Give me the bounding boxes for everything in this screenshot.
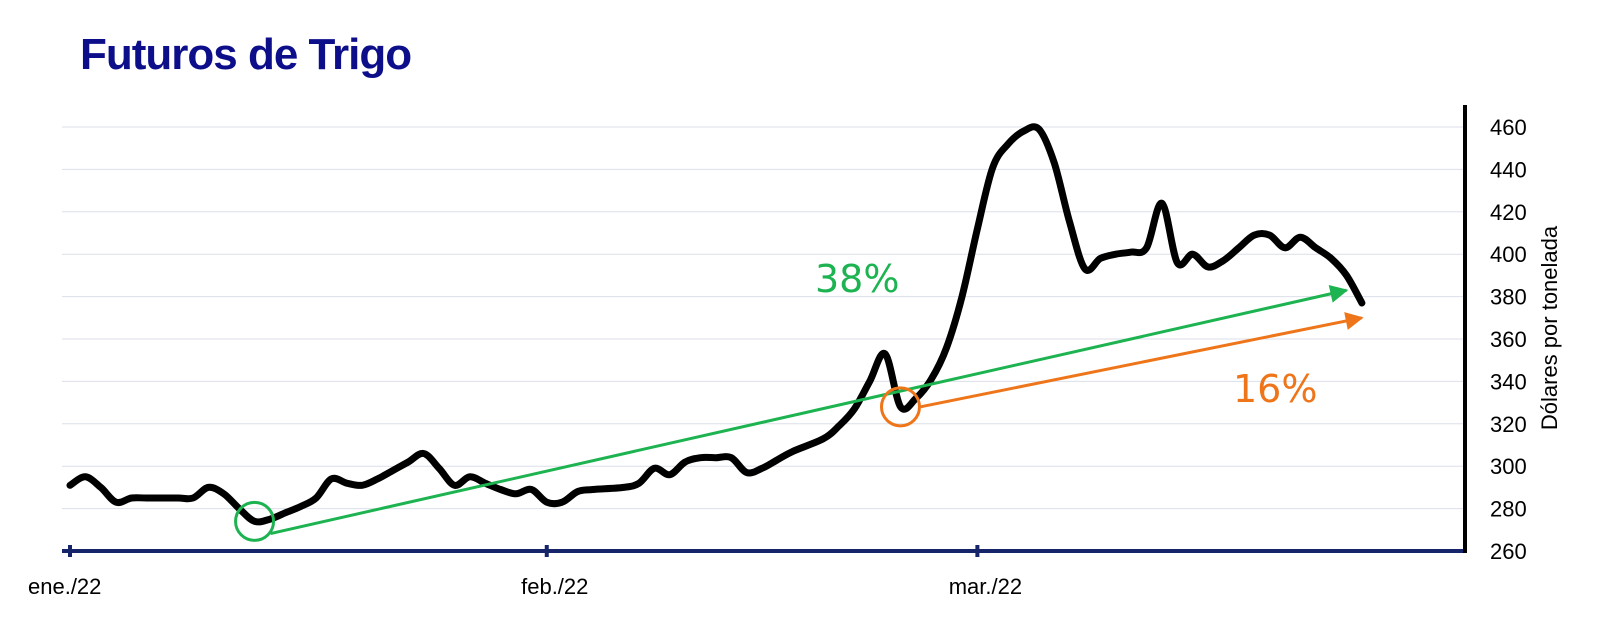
highlight-circle-2 xyxy=(879,386,921,428)
y-tick-label-340: 340 xyxy=(1490,369,1527,394)
y-tick-label-260: 260 xyxy=(1490,539,1527,564)
y-tick-label-400: 400 xyxy=(1490,242,1527,267)
labels-layer: 260 280 300 320 340 360 380 400 420 440 460 ene./22… xyxy=(28,115,1562,599)
x-tick-label-1: feb./22 xyxy=(521,574,588,599)
trend-arrow-2 xyxy=(920,312,1364,409)
y-tick-label-360: 360 xyxy=(1490,327,1527,352)
trend-arrow-1 xyxy=(270,285,1349,536)
percent-label-1: 38% xyxy=(815,257,899,301)
series-line-0 xyxy=(66,123,1366,526)
y-tick-label-420: 420 xyxy=(1490,200,1527,225)
chart-title: Futuros de Trigo xyxy=(80,30,412,79)
gridlines xyxy=(62,126,1465,510)
annotations-layer: 38% 16% xyxy=(234,257,1364,542)
y-axis-title: Dólares por tonelada xyxy=(1537,225,1562,430)
y-tick-label-320: 320 xyxy=(1490,412,1527,437)
series-layer xyxy=(66,123,1366,526)
axes-layer xyxy=(62,105,1467,557)
y-tick-label-440: 440 xyxy=(1490,157,1527,182)
percent-label-2: 16% xyxy=(1233,367,1317,411)
y-tick-label-280: 280 xyxy=(1490,497,1527,522)
y-tick-label-300: 300 xyxy=(1490,454,1527,479)
highlight-circle-1 xyxy=(234,500,276,542)
y-tick-label-460: 460 xyxy=(1490,115,1527,140)
x-tick-label-0: ene./22 xyxy=(28,574,101,599)
x-tick-label-2: mar./22 xyxy=(949,574,1022,599)
y-tick-label-380: 380 xyxy=(1490,285,1527,310)
